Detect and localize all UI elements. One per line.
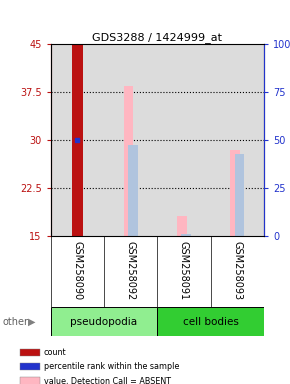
Text: GSM258091: GSM258091	[179, 241, 189, 300]
Text: count: count	[44, 348, 67, 357]
Bar	[20, 363, 39, 370]
Text: value, Detection Call = ABSENT: value, Detection Call = ABSENT	[44, 377, 171, 384]
Bar	[72, 44, 83, 236]
Bar	[20, 349, 39, 356]
Bar	[177, 216, 187, 236]
Bar	[157, 307, 264, 336]
Bar	[51, 307, 157, 336]
Text: GSM258093: GSM258093	[232, 241, 242, 300]
Text: other: other	[3, 316, 29, 327]
Bar	[181, 234, 191, 236]
Text: GSM258092: GSM258092	[126, 241, 136, 300]
Text: pseudopodia: pseudopodia	[70, 316, 137, 327]
Bar	[235, 154, 244, 236]
Bar	[230, 150, 240, 236]
Bar	[124, 86, 133, 236]
Text: cell bodies: cell bodies	[183, 316, 239, 327]
Bar	[20, 377, 39, 384]
Text: ▶: ▶	[28, 316, 35, 327]
Bar	[128, 145, 138, 236]
Title: GDS3288 / 1424999_at: GDS3288 / 1424999_at	[92, 32, 222, 43]
Text: GSM258090: GSM258090	[72, 241, 82, 300]
Text: percentile rank within the sample: percentile rank within the sample	[44, 362, 179, 371]
